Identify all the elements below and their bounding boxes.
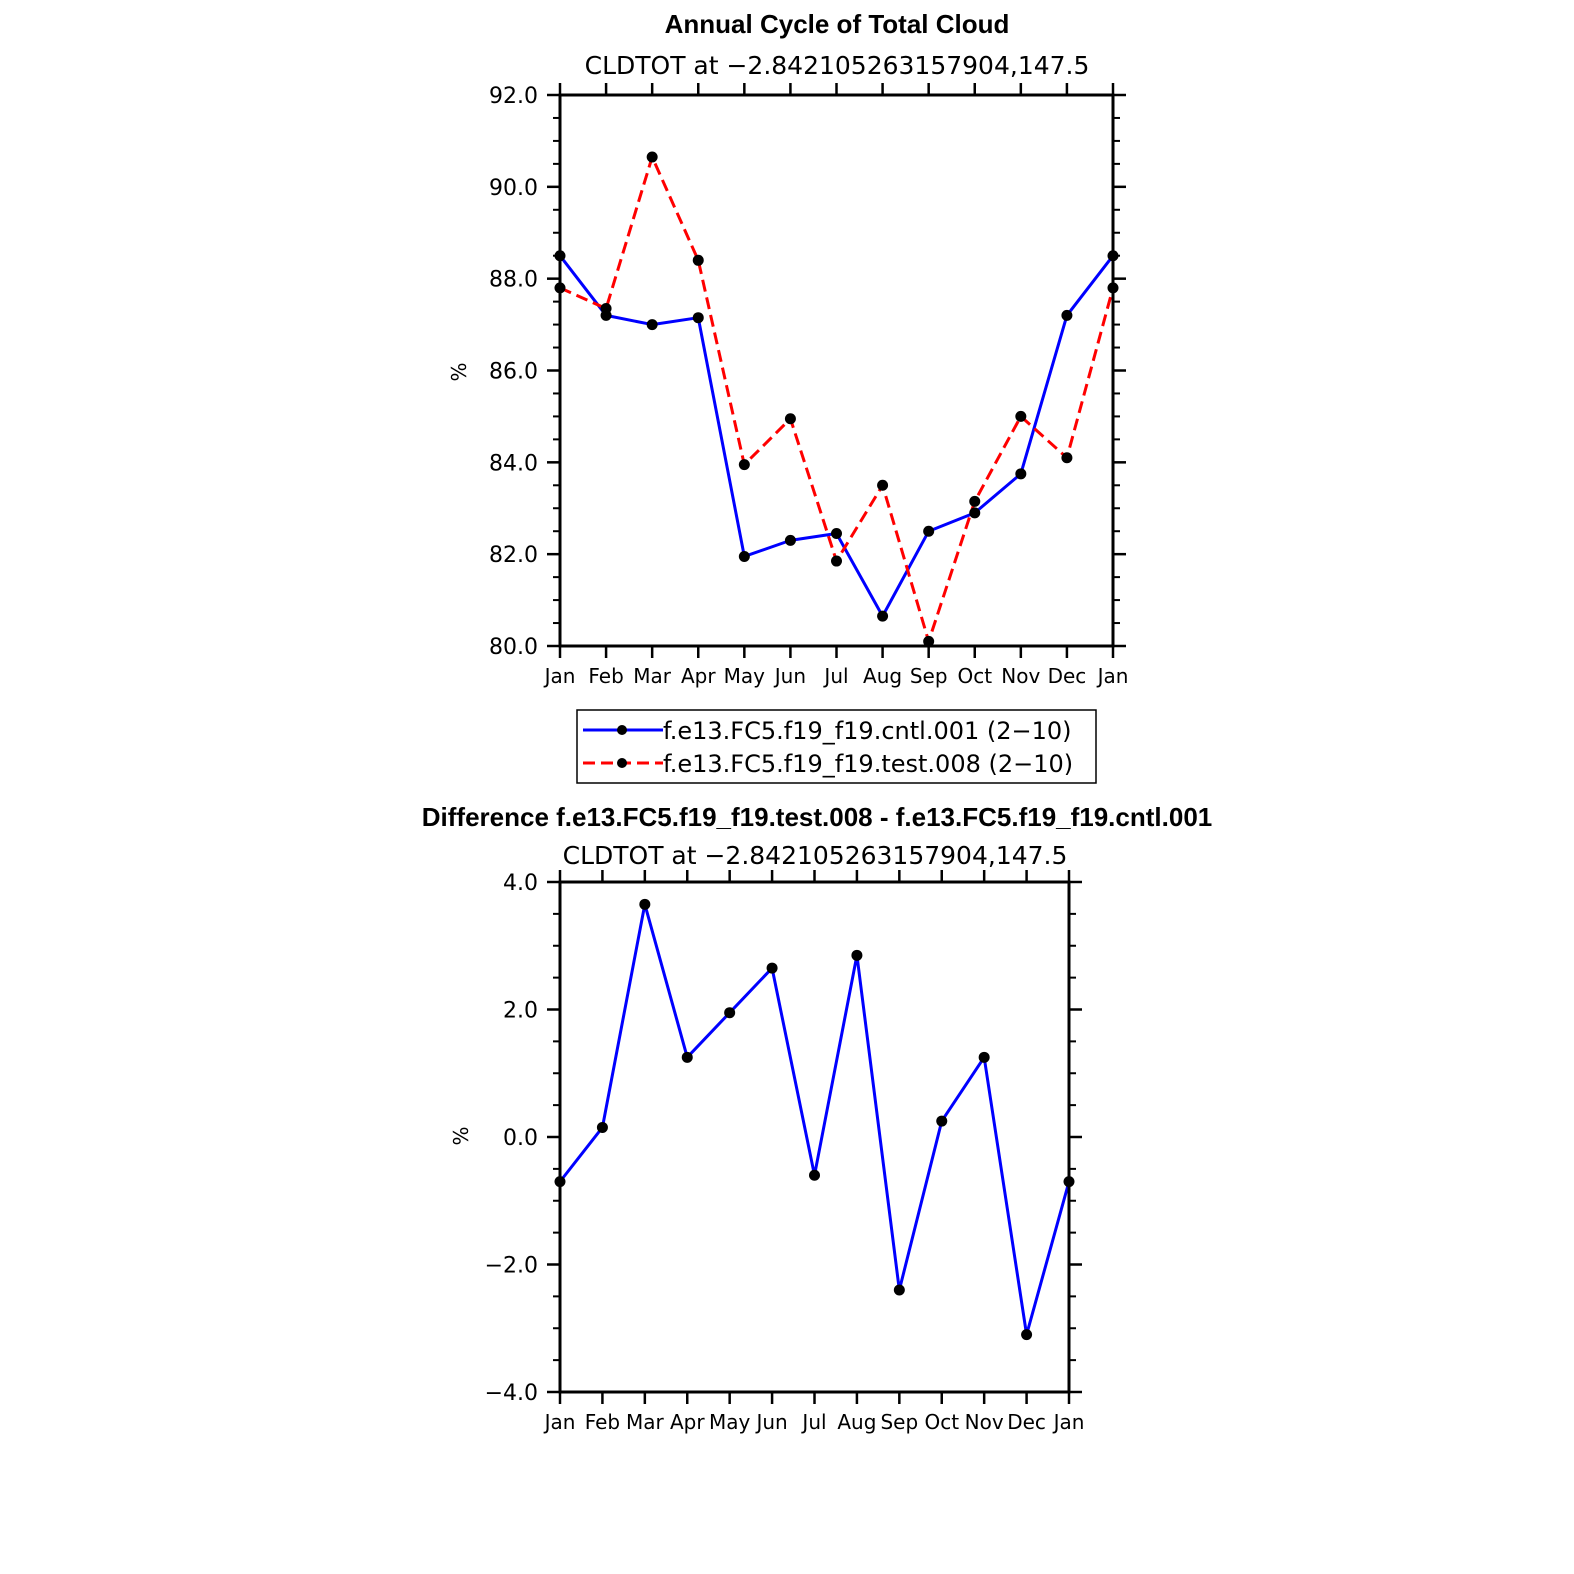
x-tick-label: Nov <box>1001 664 1040 688</box>
y-tick-label: 92.0 <box>489 84 538 109</box>
x-tick-label: Dec <box>1007 1410 1046 1434</box>
difference-chart: Difference f.e13.FC5.f19_f19.test.008 - … <box>422 802 1213 1434</box>
data-point <box>978 1051 990 1063</box>
legend-box <box>576 709 1097 784</box>
y-tick-labels: 80.0 82.0 84.0 86.0 88.0 90.0 92.0 <box>489 84 538 660</box>
chart-title: Annual Cycle of Total Cloud <box>665 9 1010 39</box>
data-point <box>646 319 658 331</box>
x-tick-label: Aug <box>863 664 902 688</box>
data-point <box>923 635 935 647</box>
y-tick-label: −4.0 <box>485 1381 538 1406</box>
x-tick-label: Dec <box>1048 664 1087 688</box>
y-axis-label: % <box>449 1126 473 1145</box>
x-tick-label: Apr <box>670 1410 705 1434</box>
y-tick-label: −2.0 <box>485 1254 538 1279</box>
legend-marker-test <box>617 758 627 768</box>
x-tick-label: Jul <box>800 1410 826 1434</box>
axis-ticks <box>547 83 1126 658</box>
data-point <box>877 610 889 622</box>
y-tick-labels: −4.0 −2.0 0.0 2.0 4.0 <box>485 871 538 1406</box>
legend-label-cntl: f.e13.FC5.f19_f19.cntl.001 (2−10) <box>663 717 1072 745</box>
y-tick-label: 90.0 <box>489 176 538 201</box>
data-point <box>724 1007 736 1019</box>
y-tick-label: 82.0 <box>489 543 538 568</box>
x-tick-label: Feb <box>585 1410 620 1434</box>
data-point <box>969 507 981 519</box>
data-point <box>738 459 750 471</box>
y-tick-label: 80.0 <box>489 635 538 660</box>
y-tick-label: 86.0 <box>489 360 538 385</box>
x-tick-label: Aug <box>837 1410 876 1434</box>
x-tick-label: Feb <box>588 664 623 688</box>
series-layer <box>554 898 1075 1341</box>
chart-title: Difference f.e13.FC5.f19_f19.test.008 - … <box>422 802 1213 832</box>
data-point <box>1061 452 1073 464</box>
data-point <box>784 534 796 546</box>
x-tick-label: Oct <box>924 1410 959 1434</box>
data-point <box>692 312 704 324</box>
x-tick-label: Sep <box>910 664 948 688</box>
data-point <box>596 1121 608 1133</box>
x-tick-label: Jun <box>754 1410 787 1434</box>
y-tick-label: 2.0 <box>503 999 538 1024</box>
data-point <box>766 962 778 974</box>
plot-frame <box>558 93 1115 648</box>
data-point <box>923 525 935 537</box>
data-point <box>639 898 651 910</box>
data-point <box>646 151 658 163</box>
x-tick-label: Mar <box>626 1410 665 1434</box>
legend-label-test: f.e13.FC5.f19_f19.test.008 (2−10) <box>663 750 1073 778</box>
x-tick-label: Jul <box>822 664 848 688</box>
data-point <box>893 1284 905 1296</box>
x-tick-label: Sep <box>880 1410 918 1434</box>
x-tick-label: Jun <box>773 664 806 688</box>
data-point <box>738 550 750 562</box>
y-axis-label: % <box>447 362 471 381</box>
legend-marker-cntl <box>617 725 627 735</box>
data-point <box>831 528 842 540</box>
data-point <box>851 949 863 961</box>
legend: f.e13.FC5.f19_f19.cntl.001 (2−10) f.e13.… <box>576 709 1097 784</box>
data-point <box>600 303 612 315</box>
chart-subtitle: CLDTOT at −2.842105263157904,147.5 <box>585 51 1090 80</box>
x-tick-label: May <box>709 1410 751 1434</box>
x-tick-label: Apr <box>681 664 716 688</box>
x-tick-label: Jan <box>1096 664 1129 688</box>
x-tick-labels: Jan Feb Mar Apr May Jun Jul Aug Sep Oct Nov Dec Jan <box>543 664 1129 688</box>
data-point <box>1061 309 1073 321</box>
data-point <box>936 1115 948 1127</box>
y-tick-label: 4.0 <box>503 871 538 896</box>
series-line-1 <box>559 155 1115 643</box>
data-point <box>809 1169 820 1181</box>
data-point <box>692 254 704 266</box>
x-tick-label: Nov <box>965 1410 1004 1434</box>
data-point <box>784 413 796 425</box>
y-tick-label: 88.0 <box>489 268 538 293</box>
series-line-0 <box>558 902 1071 1337</box>
data-point <box>969 495 981 507</box>
chart-subtitle: CLDTOT at −2.842105263157904,147.5 <box>563 841 1068 870</box>
x-tick-labels: Jan Feb Mar Apr May Jun Jul Aug Sep Oct Nov Dec Jan <box>543 1410 1085 1434</box>
data-point <box>1015 468 1027 480</box>
x-tick-label: May <box>724 664 766 688</box>
data-point <box>1015 410 1027 422</box>
series-layer <box>554 151 1119 647</box>
data-point <box>831 555 842 567</box>
x-tick-label: Mar <box>633 664 672 688</box>
plot-frame <box>558 880 1071 1394</box>
axis-ticks <box>547 870 1082 1404</box>
y-tick-label: 84.0 <box>489 451 538 476</box>
data-point <box>681 1051 693 1063</box>
x-tick-label: Jan <box>543 664 576 688</box>
annual-cycle-chart: Annual Cycle of Total Cloud CLDTOT at −2… <box>447 9 1129 784</box>
data-point <box>1021 1329 1033 1341</box>
data-point <box>877 479 889 491</box>
y-tick-label: 0.0 <box>503 1126 538 1151</box>
x-tick-label: Jan <box>543 1410 576 1434</box>
x-tick-label: Oct <box>957 664 992 688</box>
x-tick-label: Jan <box>1052 1410 1085 1434</box>
